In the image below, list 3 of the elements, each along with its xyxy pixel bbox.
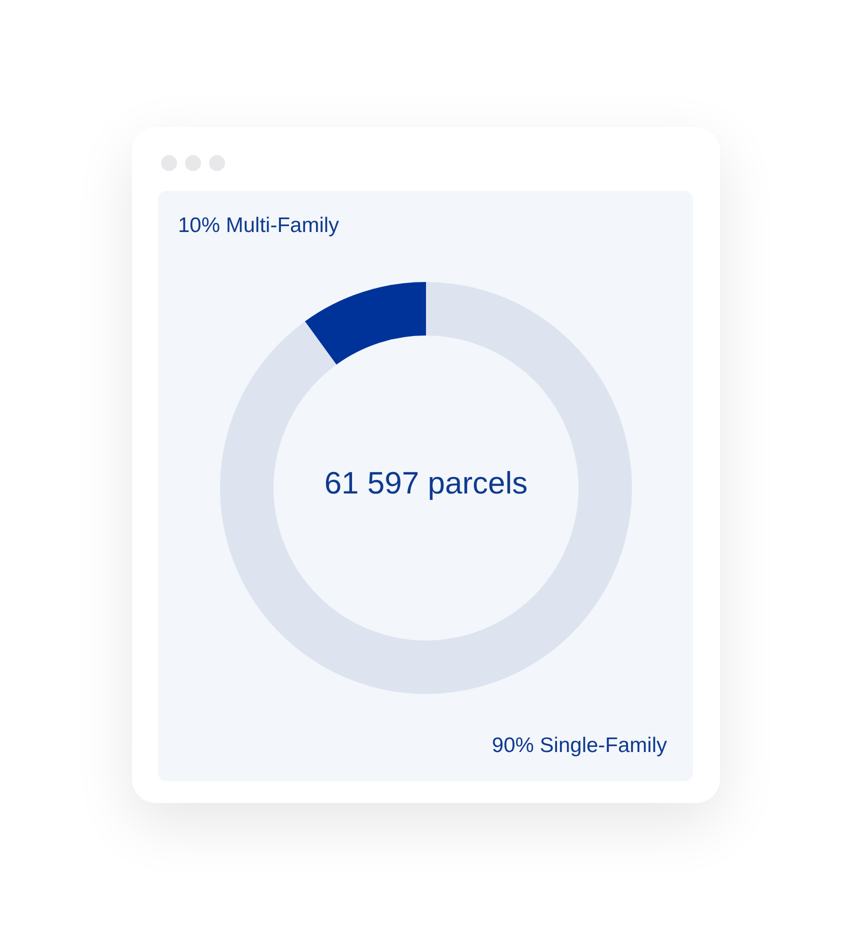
slice-label: 90% Single-Family	[492, 734, 668, 757]
text: 61 597 parcels	[324, 466, 528, 500]
slice-label: 10% Multi-Family	[178, 214, 340, 237]
